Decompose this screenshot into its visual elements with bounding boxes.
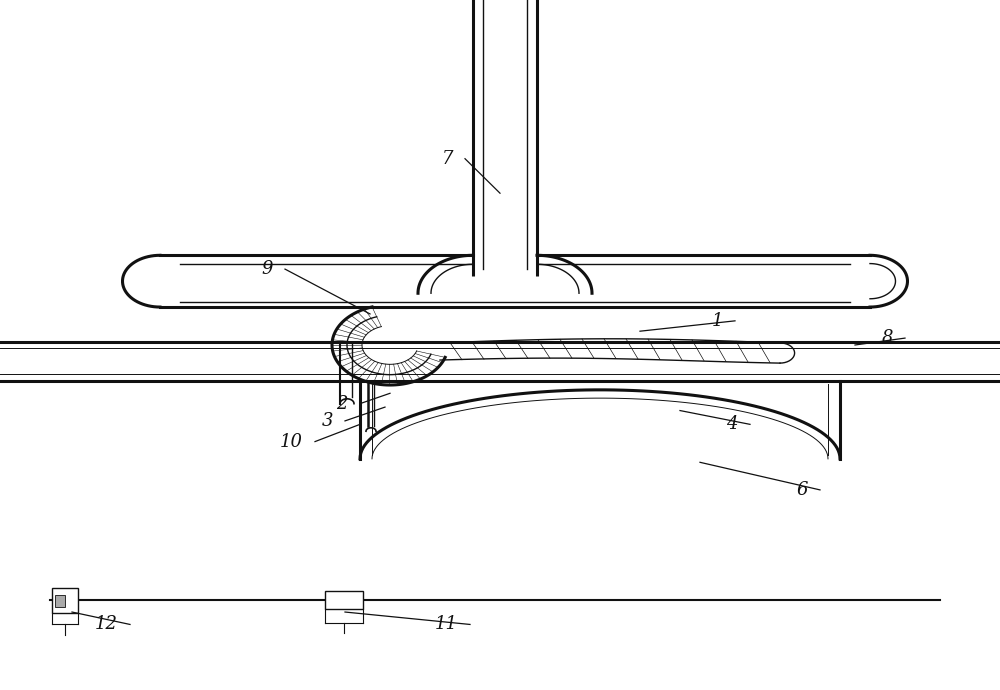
Bar bbox=[55, 595, 65, 607]
Text: 2: 2 bbox=[336, 395, 348, 413]
Text: 6: 6 bbox=[796, 481, 808, 499]
Bar bbox=[52, 588, 78, 613]
Text: 4: 4 bbox=[726, 415, 738, 433]
Text: 1: 1 bbox=[712, 312, 723, 330]
Text: 10: 10 bbox=[280, 433, 303, 451]
Bar bbox=[325, 591, 363, 609]
Text: 7: 7 bbox=[442, 150, 453, 168]
Text: 8: 8 bbox=[882, 329, 893, 347]
Text: 11: 11 bbox=[435, 615, 458, 633]
Text: 12: 12 bbox=[95, 615, 118, 633]
Text: 3: 3 bbox=[321, 412, 333, 430]
Text: 9: 9 bbox=[261, 260, 273, 278]
